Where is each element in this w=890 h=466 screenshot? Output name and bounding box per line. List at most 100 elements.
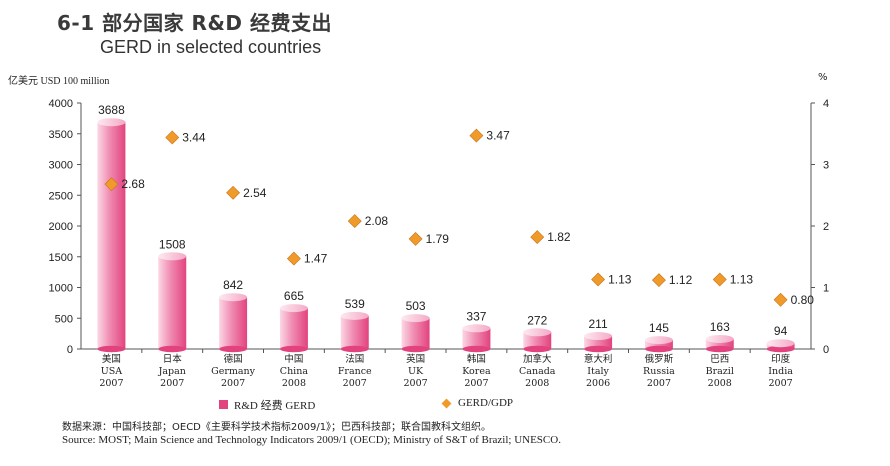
bar-value-label: 163	[710, 320, 730, 334]
axes: 0 500 1000 1500 2000 2500 3000 3500 4000 0 1 2 3 4	[49, 98, 830, 356]
gerd-gdp-value-label: 1.13	[730, 273, 754, 287]
left-tick-label: 1000	[49, 283, 73, 295]
right-tick-label: 0	[823, 344, 829, 356]
category-label-en: Germany	[211, 366, 256, 377]
left-tick-label: 1500	[49, 252, 73, 264]
bar-uk	[401, 318, 430, 349]
gerd-gdp-value-label: 2.08	[365, 214, 389, 228]
chart-title-en: GERD in selected countries	[100, 37, 322, 57]
gerd-gdp-value-label: 2.68	[121, 177, 145, 191]
bar-value-label: 665	[284, 289, 304, 303]
legend-line-label: GERD/GDP	[458, 397, 514, 409]
gerd-gdp-diamond-germany	[226, 185, 241, 200]
category-label-year: 2008	[282, 378, 306, 389]
bar-germany	[219, 297, 248, 349]
category-label-en: Italy	[587, 366, 609, 377]
bar-top-canada	[523, 328, 552, 337]
category-label-year: 2007	[768, 378, 792, 389]
left-tick-label: 500	[55, 313, 73, 325]
bar-value-label: 211	[589, 317, 608, 331]
bar-canada	[523, 332, 552, 349]
right-tick-label: 1	[823, 283, 829, 295]
gerd-gdp-diamond-india	[773, 292, 788, 307]
bar-value-label: 1508	[159, 237, 186, 251]
gerd-gdp-diamond-italy	[591, 272, 606, 287]
gerd-gdp-diamond-japan	[165, 130, 180, 145]
bar-base-india	[766, 345, 795, 353]
category-label-zh: 美国	[102, 353, 121, 365]
bar-korea	[462, 328, 491, 349]
bar-value-label: 539	[345, 297, 365, 311]
bar-top-india	[766, 339, 795, 348]
category-label-zh: 日本	[163, 353, 183, 365]
category-label-zh: 俄罗斯	[645, 353, 674, 365]
category-label-en: UK	[408, 366, 424, 377]
gerd-gdp-value-label: 1.13	[608, 273, 632, 287]
category-label-year: 2007	[403, 378, 427, 389]
category-label-year: 2007	[647, 378, 671, 389]
category-label-zh: 中国	[284, 353, 303, 365]
category-label-zh: 英国	[406, 353, 425, 365]
category-label-zh: 加拿大	[523, 353, 552, 365]
category-label-en: France	[338, 366, 372, 377]
gerd-gdp-value-label: 2.54	[243, 186, 267, 200]
category-label-year: 2008	[708, 378, 732, 389]
bars: 3688 1508 842 665 539 503 337 272 211 145 163 94	[97, 103, 795, 353]
gerd-gdp-value-label: 0.80	[791, 293, 815, 307]
gerd-gdp-diamond-canada	[530, 230, 545, 244]
bar-value-label: 337	[466, 309, 486, 323]
chart-title-zh: 6-1 部分国家 R&D 经费支出	[57, 11, 332, 35]
category-label-year: 2007	[343, 378, 367, 389]
category-label-zh: 韩国	[467, 353, 486, 365]
source-note-zh: 数据来源：中国科技部；OECD《主要科学技术指标2009/1》；巴西科技部；联合…	[62, 422, 492, 433]
right-tick-label: 2	[823, 221, 829, 233]
category-label-en: India	[768, 366, 793, 377]
bar-usa	[97, 122, 126, 349]
bar-base-russia	[644, 345, 673, 353]
bar-value-label: 503	[406, 299, 426, 313]
category-label-en: Russia	[643, 366, 675, 377]
left-tick-label: 3000	[49, 160, 73, 172]
bar-base-italy	[584, 345, 613, 353]
bar-top-china	[279, 304, 308, 313]
category-label-zh: 意大利	[584, 353, 613, 365]
left-tick-label: 2500	[49, 190, 73, 202]
bar-value-label: 145	[649, 321, 669, 335]
gerd-gdp-value-label: 1.12	[669, 273, 693, 287]
category-label-en: Korea	[462, 366, 491, 377]
bar-china	[279, 308, 308, 349]
category-label-zh: 印度	[771, 353, 791, 365]
bar-france	[340, 315, 369, 349]
left-axis-unit-label: 亿美元 USD 100 million	[8, 76, 110, 87]
category-label-zh: 法国	[345, 353, 364, 365]
category-label-year: 2007	[464, 378, 488, 389]
category-label-en: Japan	[158, 366, 186, 377]
category-label-en: USA	[101, 366, 123, 377]
bar-base-uk	[401, 345, 430, 353]
category-label-zh: 巴西	[710, 354, 729, 365]
gerd-gdp-diamond-china	[286, 251, 301, 266]
bar-base-china	[279, 345, 308, 353]
category-label-en: Canada	[519, 366, 556, 377]
left-tick-label: 3500	[49, 129, 73, 141]
left-tick-label: 4000	[49, 98, 73, 110]
right-tick-label: 3	[823, 160, 829, 172]
gerd-gdp-diamond-uk	[408, 231, 423, 246]
bar-value-label: 94	[774, 324, 788, 338]
bar-top-korea	[462, 324, 491, 333]
gerd-gdp-diamond-usa	[104, 177, 119, 192]
bar-top-brazil	[705, 334, 734, 343]
bar-russia	[644, 340, 673, 349]
bar-base-japan	[158, 345, 187, 353]
bar-japan	[158, 256, 187, 349]
category-label-zh: 德国	[224, 353, 243, 365]
legend-bar-label: R&D 经费 GERD	[234, 400, 316, 412]
category-label-en: China	[280, 366, 309, 377]
category-label-year: 2008	[525, 378, 549, 389]
bar-value-label: 3688	[98, 103, 125, 117]
category-label-year: 2006	[586, 378, 610, 389]
bar-top-japan	[158, 252, 187, 261]
bar-top-germany	[219, 293, 248, 302]
